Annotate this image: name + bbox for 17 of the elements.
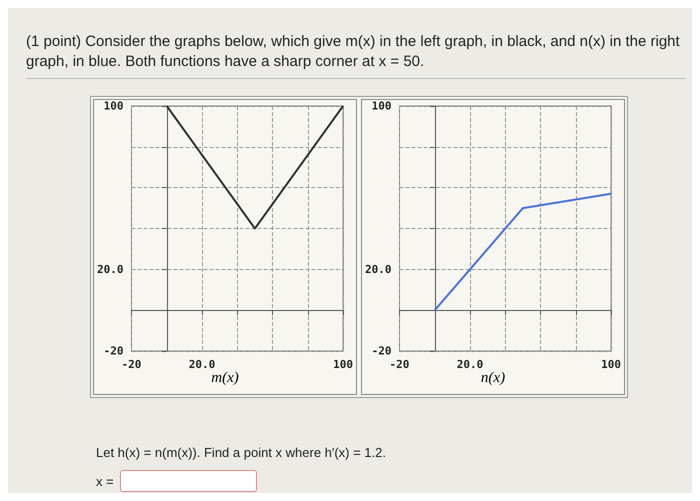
y-tick-label: -20 — [104, 344, 124, 358]
x-axis-title: m(x) — [210, 370, 240, 388]
y-tick-label: 100 — [372, 100, 392, 112]
x-tick-label: 20.0 — [456, 358, 484, 371]
x-tick-label: 100 — [601, 358, 622, 371]
x-tick-label: -20 — [122, 358, 142, 371]
y-tick-label: 20.0 — [96, 262, 124, 276]
y-tick-label: 100 — [104, 100, 124, 112]
x-tick-label: 20.0 — [188, 358, 216, 371]
x-tick-label: 100 — [333, 358, 354, 371]
text: x = — [96, 474, 114, 488]
x-tick-label: -20 — [390, 358, 410, 371]
text: Let h(x) = n(m(x)). Find a point x where h′(x) = 1.2. — [96, 445, 386, 460]
y-tick-label: 20.0 — [364, 262, 392, 276]
y-tick-label: -20 — [372, 344, 392, 358]
chart-title: (1 point) Consider the graphs below, which give m(x) in the left graph, in black, and n(x) in the right graph, in blue. Both functions have a sharp corner at x = 50. — [26, 32, 686, 79]
x-axis-title: n(x) — [480, 370, 506, 388]
